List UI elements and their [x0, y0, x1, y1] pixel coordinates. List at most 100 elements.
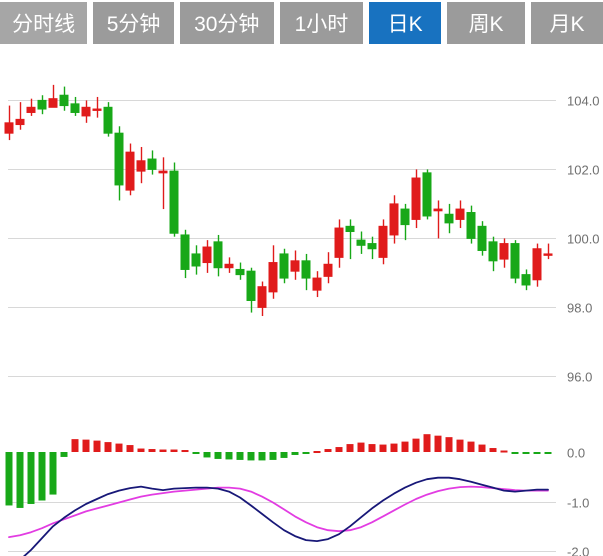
macd-bar — [225, 452, 233, 460]
macd-bar — [478, 444, 486, 452]
macd-bar — [335, 447, 343, 452]
candle-body — [543, 253, 553, 256]
candle-body — [323, 263, 333, 277]
macd-bar — [71, 439, 79, 452]
macd-bar — [456, 439, 464, 452]
tab-4[interactable]: 1小时 — [279, 2, 364, 44]
tab-label: 月K — [549, 13, 585, 36]
price-axis-label: 104.0 — [567, 94, 600, 109]
macd-bar — [423, 434, 431, 452]
candle-body — [290, 260, 300, 272]
candle-body — [279, 253, 289, 279]
macd-bar — [16, 452, 24, 508]
macd-bar — [379, 444, 387, 452]
candle-body — [15, 118, 25, 126]
macd-bar — [291, 452, 299, 455]
macd-bar — [390, 443, 398, 452]
macd-bar — [434, 435, 442, 452]
candle-body — [378, 225, 388, 258]
macd-bar — [368, 444, 376, 452]
price-gridlines: 104.0 102.0 100.0 98.0 96.0 — [8, 94, 600, 385]
candle-body — [147, 158, 157, 170]
candle-body — [191, 253, 201, 267]
candle-body — [136, 160, 146, 172]
macd-histogram — [5, 434, 552, 508]
period-tab-bar[interactable]: 分时线 5分钟 30分钟 1小时 日K 周K 月K — [0, 0, 603, 48]
candle-body — [444, 213, 454, 224]
tab-separator — [363, 0, 370, 42]
macd-axis-label: -1.0 — [567, 496, 589, 511]
macd-bar — [357, 442, 365, 452]
macd-axis-label: -2.0 — [567, 545, 589, 556]
candle-body — [268, 262, 278, 293]
tab-label: 分时线 — [12, 13, 76, 36]
tab-3[interactable]: 30分钟 — [179, 2, 274, 44]
macd-bar — [324, 449, 332, 452]
macd-bar — [533, 452, 541, 454]
macd-bar — [170, 449, 178, 452]
macd-bar — [247, 452, 255, 461]
tab-separator — [87, 0, 94, 42]
macd-bar — [511, 452, 519, 454]
candle-body — [4, 122, 14, 134]
tab-6[interactable]: 周K — [447, 2, 525, 44]
candle-body — [499, 243, 509, 260]
macd-bar — [280, 452, 288, 458]
macd-axis-label: 0.0 — [567, 446, 585, 461]
tab-2[interactable]: 5分钟 — [93, 2, 174, 44]
candle-body — [224, 263, 234, 269]
macd-bar — [401, 441, 409, 452]
price-axis-label: 96.0 — [567, 370, 592, 385]
candle-body — [521, 274, 531, 286]
macd-bar — [104, 442, 112, 452]
tab-label: 周K — [468, 13, 504, 36]
candle-body — [246, 270, 256, 302]
candle-body — [433, 208, 443, 212]
candle-body — [312, 277, 322, 291]
candle-body — [213, 241, 223, 269]
candle-body — [477, 225, 487, 251]
candle-body — [48, 98, 58, 108]
candle-body — [510, 243, 520, 279]
macd-bar — [192, 452, 200, 454]
candle-body — [466, 212, 476, 239]
macd-bar — [60, 452, 68, 457]
macd-bar — [5, 452, 13, 506]
candle-body — [301, 260, 311, 279]
chart-canvas[interactable]: 104.0 102.0 100.0 98.0 96.0 0.0 -1.0 -2.0 — [0, 48, 603, 556]
macd-bar — [500, 450, 508, 453]
candle-body — [202, 246, 212, 264]
macd-bar — [258, 452, 266, 461]
candle-body — [169, 170, 179, 234]
tab-1[interactable]: 分时线 — [0, 2, 88, 44]
tab-5[interactable]: 日K — [369, 2, 442, 44]
macd-dea-line — [8, 485, 549, 539]
candle-body — [59, 94, 69, 107]
macd-bar — [126, 445, 134, 452]
tab-separator — [441, 0, 448, 42]
macd-bar — [148, 449, 156, 452]
candle-body — [400, 208, 410, 226]
macd-bar — [27, 452, 35, 504]
macd-bar — [203, 452, 211, 458]
candle-body — [70, 103, 80, 113]
macd-bar — [313, 451, 321, 454]
candle-body — [422, 172, 432, 217]
price-axis-label: 98.0 — [567, 301, 592, 316]
price-axis-label: 100.0 — [567, 232, 600, 247]
macd-bar — [445, 437, 453, 452]
tab-7[interactable]: 月K — [530, 2, 603, 44]
macd-bar — [93, 440, 101, 452]
candle-body — [532, 248, 542, 281]
macd-bar — [346, 444, 354, 452]
candle-body — [455, 208, 465, 220]
macd-bar — [467, 441, 475, 452]
macd-bar — [115, 443, 123, 452]
candle-body — [356, 239, 366, 246]
macd-bar — [49, 452, 57, 495]
candle-body — [345, 225, 355, 232]
candle-body — [180, 234, 190, 270]
tab-separator — [524, 0, 531, 42]
candle-body — [81, 106, 91, 117]
